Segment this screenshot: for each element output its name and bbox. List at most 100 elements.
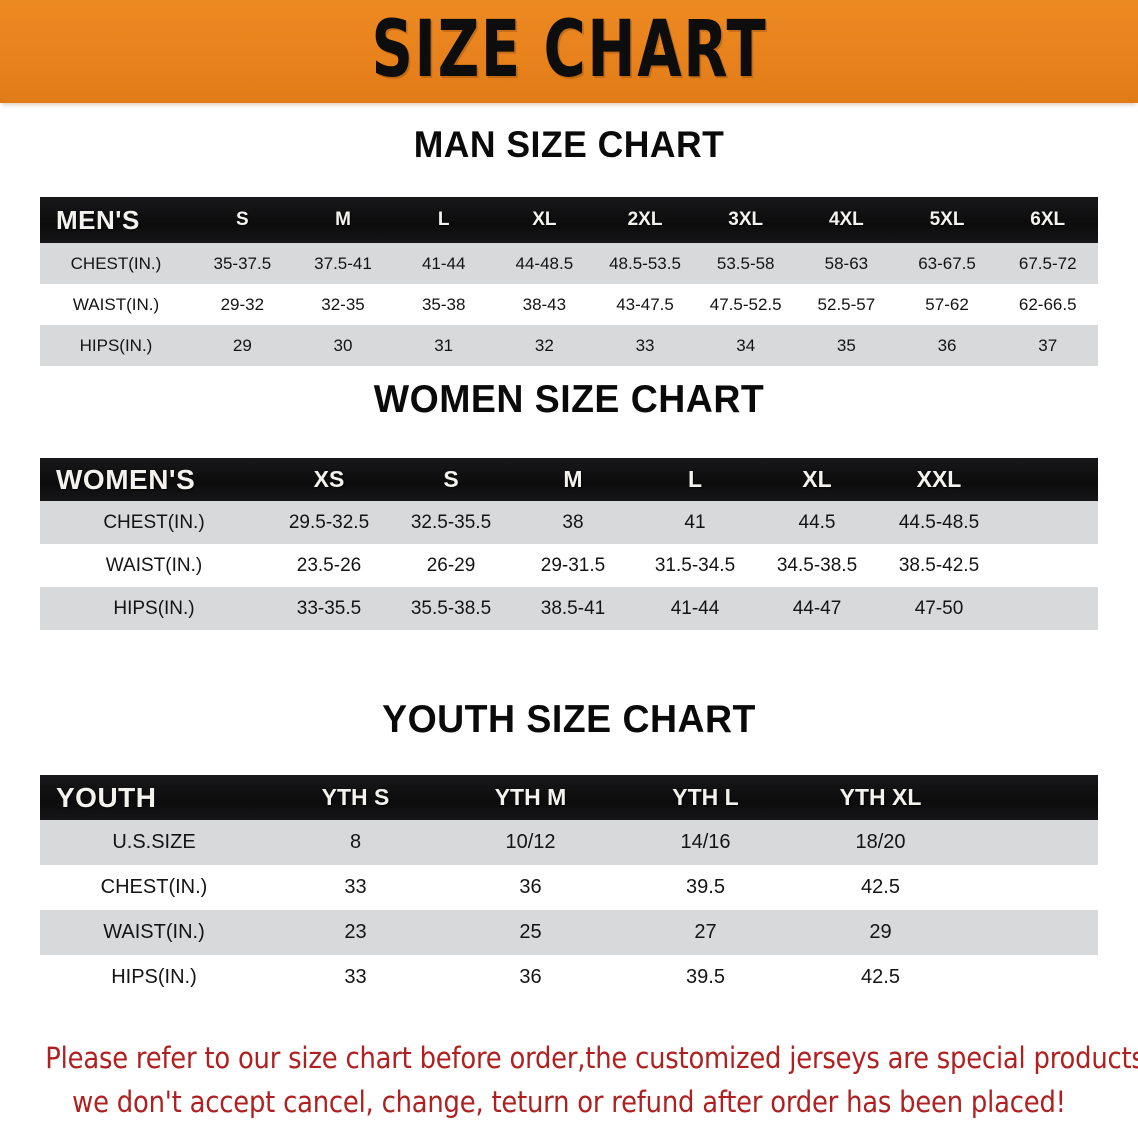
youth-size-table: YOUTH YTH S YTH M YTH L YTH XL U.S.SIZE … [40, 775, 1098, 1000]
cell-value: 47-50 [914, 597, 964, 619]
cell-value: 29-32 [220, 294, 265, 314]
cell-value: 29 [869, 921, 892, 943]
row-filler [1000, 544, 1098, 587]
cell-value: 29 [232, 335, 252, 355]
women-size-col-2: M [563, 466, 583, 492]
table-row: HIPS(IN.) 33-35.5 35.5-38.5 38.5-41 41-4… [40, 587, 1098, 630]
cell-value: 32-35 [321, 294, 365, 314]
women-table-header: WOMEN'S XS S M L XL XXL [40, 458, 1098, 501]
youth-size-col-3: YTH XL [839, 784, 922, 810]
banner-title: SIZE CHART [371, 4, 767, 95]
women-size-col-5: XXL [916, 466, 962, 492]
cell-value: 36 [519, 876, 542, 898]
men-size-col-4: 2XL [627, 209, 663, 230]
cell-value: 25 [519, 921, 542, 943]
cell-value: 62-66.5 [1018, 294, 1077, 314]
cell-value: 26-29 [426, 554, 476, 576]
cell-value: 44.5-48.5 [898, 511, 980, 533]
man-section-title: MAN SIZE CHART [413, 124, 725, 165]
cell-value: 32.5-35.5 [410, 511, 492, 533]
men-header-label: MEN'S [56, 204, 140, 235]
cell-value: 31 [434, 335, 454, 355]
row-label: CHEST(IN.) [103, 511, 205, 533]
cell-value: 29.5-32.5 [288, 511, 370, 533]
row-filler [968, 910, 1098, 955]
cell-value: 43-47.5 [616, 294, 674, 314]
men-size-col-5: 3XL [728, 209, 764, 230]
cell-value: 29-31.5 [540, 554, 606, 576]
table-row: U.S.SIZE 8 10/12 14/16 18/20 [40, 820, 1098, 865]
cell-value: 14/16 [680, 831, 731, 853]
cell-value: 52.5-57 [817, 294, 876, 314]
cell-value: 58-63 [824, 253, 869, 273]
cell-value: 30 [333, 335, 353, 355]
cell-value: 33 [344, 876, 367, 898]
row-label: HIPS(IN.) [79, 335, 153, 355]
cell-value: 44.5 [798, 511, 836, 533]
table-row: HIPS(IN.) 33 36 39.5 42.5 [40, 955, 1098, 1000]
men-size-col-6: 4XL [828, 209, 864, 230]
women-section-title: WOMEN SIZE CHART [373, 378, 765, 421]
header-filler [968, 775, 1098, 820]
row-filler [968, 865, 1098, 910]
table-header-row: YOUTH YTH S YTH M YTH L YTH XL [40, 775, 1098, 820]
row-label: HIPS(IN.) [113, 597, 195, 619]
row-label: WAIST(IN.) [103, 921, 205, 943]
youth-size-col-0: YTH S [321, 784, 390, 810]
header-filler [1000, 458, 1098, 501]
women-header-label: WOMEN'S [56, 463, 196, 495]
cell-value: 42.5 [861, 966, 900, 988]
cell-value: 41-44 [670, 597, 720, 619]
cell-value: 38.5-41 [540, 597, 606, 619]
youth-header-label: YOUTH [56, 781, 157, 813]
cell-value: 35-38 [421, 294, 466, 314]
row-label: U.S.SIZE [112, 831, 196, 853]
men-size-col-0: S [235, 209, 249, 230]
men-table-body: CHEST(IN.) 35-37.5 37.5-41 41-44 44-48.5… [40, 243, 1098, 366]
cell-value: 31.5-34.5 [654, 554, 736, 576]
cell-value: 32 [534, 335, 554, 355]
order-disclaimer: Please refer to our size chart before or… [0, 1036, 1138, 1124]
men-size-table: MEN'S S M L XL 2XL 3XL 4XL 5XL 6XL CHEST… [40, 197, 1098, 366]
table-row: CHEST(IN.) 29.5-32.5 32.5-35.5 38 41 44.… [40, 501, 1098, 544]
row-filler [1000, 587, 1098, 630]
youth-table-body: U.S.SIZE 8 10/12 14/16 18/20 CHEST(IN.) … [40, 820, 1098, 1000]
cell-value: 38.5-42.5 [898, 554, 980, 576]
table-row: WAIST(IN.) 23 25 27 29 [40, 910, 1098, 955]
cell-value: 10/12 [505, 831, 556, 853]
cell-value: 53.5-58 [716, 253, 775, 273]
women-table-body: CHEST(IN.) 29.5-32.5 32.5-35.5 38 41 44.… [40, 501, 1098, 630]
cell-value: 63-67.5 [918, 253, 976, 273]
cell-value: 39.5 [686, 876, 725, 898]
women-size-col-0: XS [313, 466, 345, 492]
women-size-col-3: L [687, 466, 703, 492]
cell-value: 23.5-26 [296, 554, 362, 576]
women-size-table: WOMEN'S XS S M L XL XXL CHEST(IN.) 29.5-… [40, 458, 1098, 630]
table-row: WAIST(IN.) 29-32 32-35 35-38 38-43 43-47… [40, 284, 1098, 325]
cell-value: 33-35.5 [296, 597, 362, 619]
cell-value: 35-37.5 [213, 253, 272, 273]
row-label: CHEST(IN.) [70, 253, 162, 273]
men-size-col-1: M [335, 209, 351, 230]
men-size-col-8: 6XL [1030, 209, 1066, 230]
cell-value: 37.5-41 [314, 253, 372, 273]
cell-value: 8 [349, 831, 362, 853]
cell-value: 39.5 [686, 966, 725, 988]
youth-table-header: YOUTH YTH S YTH M YTH L YTH XL [40, 775, 1098, 820]
youth-size-col-2: YTH L [672, 784, 739, 810]
cell-value: 18/20 [855, 831, 906, 853]
cell-value: 36 [937, 335, 957, 355]
cell-value: 23 [344, 921, 367, 943]
cell-value: 34.5-38.5 [776, 554, 858, 576]
youth-section-title: YOUTH SIZE CHART [382, 698, 756, 741]
row-label: CHEST(IN.) [100, 876, 208, 898]
table-row: CHEST(IN.) 33 36 39.5 42.5 [40, 865, 1098, 910]
cell-value: 33 [344, 966, 367, 988]
cell-value: 48.5-53.5 [609, 253, 681, 273]
cell-value: 57-62 [925, 294, 969, 314]
row-label: WAIST(IN.) [72, 294, 160, 314]
row-filler [1000, 501, 1098, 544]
cell-value: 44-47 [792, 597, 842, 619]
row-label: HIPS(IN.) [111, 966, 197, 988]
